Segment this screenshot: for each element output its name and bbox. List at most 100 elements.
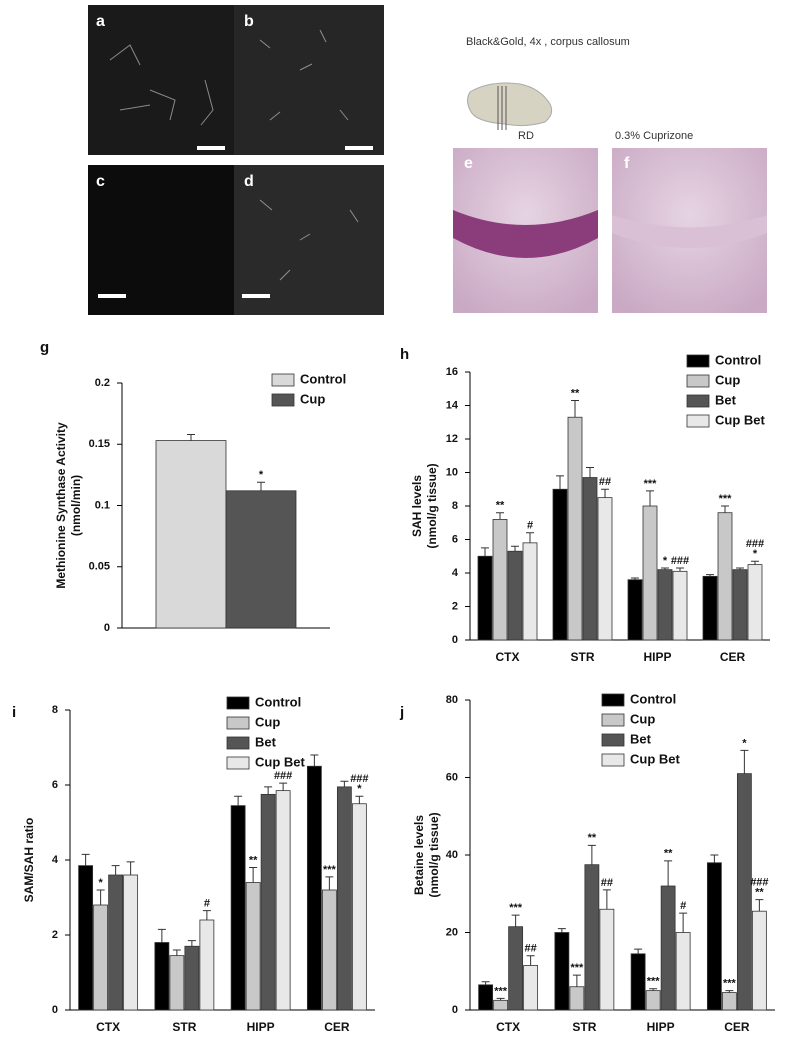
significance-mark: * bbox=[663, 555, 668, 567]
y-tick-label: 0.15 bbox=[89, 438, 110, 450]
error-bar bbox=[649, 988, 658, 991]
significance-mark: *** bbox=[723, 978, 737, 990]
y-tick-label: 8 bbox=[452, 500, 458, 512]
error-bar bbox=[571, 399, 579, 418]
bar bbox=[230, 805, 246, 1011]
bar bbox=[732, 569, 748, 641]
y-axis-label: (nmol/g tissue) bbox=[425, 463, 439, 548]
y-axis-label: (nmol/g tissue) bbox=[427, 812, 441, 897]
caption: Black&Gold, 4x , corpus callosum bbox=[466, 36, 630, 48]
x-tick-label: HIPP bbox=[247, 1020, 275, 1034]
legend-label: Cup Bet bbox=[255, 754, 306, 769]
y-tick-label: 2 bbox=[52, 929, 58, 941]
legend-swatch bbox=[686, 354, 710, 368]
x-tick-label: CTX bbox=[96, 1020, 120, 1034]
y-tick-label: 10 bbox=[446, 466, 458, 478]
significance-mark: ### bbox=[274, 770, 292, 782]
error-bar bbox=[81, 853, 90, 866]
bar bbox=[507, 550, 523, 641]
x-tick-label: CTX bbox=[496, 1020, 520, 1034]
micrograph bbox=[88, 165, 234, 315]
significance-mark: ### bbox=[750, 876, 768, 888]
significance-mark: *** bbox=[509, 902, 523, 914]
scale-bar bbox=[242, 294, 270, 298]
bar bbox=[599, 908, 615, 1011]
legend-swatch bbox=[601, 753, 625, 767]
legend-label: Cup Bet bbox=[715, 412, 766, 427]
significance-mark: *** bbox=[570, 962, 584, 974]
x-tick-label: CER bbox=[720, 650, 746, 664]
legend-label: Cup bbox=[715, 372, 740, 387]
bar bbox=[508, 926, 524, 1011]
image-label: b bbox=[244, 13, 254, 30]
legend-label: Control bbox=[630, 691, 676, 706]
bar bbox=[169, 955, 185, 1011]
bar bbox=[78, 865, 94, 1011]
legend-label: Control bbox=[300, 371, 346, 386]
y-tick-label: 14 bbox=[446, 399, 459, 411]
significance-mark: ** bbox=[664, 848, 673, 860]
bar bbox=[736, 773, 752, 1011]
bar bbox=[477, 555, 493, 641]
error-bar bbox=[355, 795, 364, 804]
legend-swatch bbox=[226, 696, 250, 710]
y-tick-label: 60 bbox=[446, 771, 458, 783]
legend-label: Control bbox=[715, 352, 761, 367]
y-tick-label: 16 bbox=[446, 366, 458, 378]
legend-label: Cup bbox=[300, 391, 325, 406]
error-bar bbox=[157, 928, 166, 943]
significance-mark: ** bbox=[755, 886, 764, 898]
y-tick-label: 0 bbox=[452, 634, 458, 646]
micrograph bbox=[234, 165, 384, 315]
image-label: c bbox=[96, 173, 105, 190]
significance-mark: # bbox=[527, 520, 533, 532]
bar bbox=[493, 999, 509, 1011]
error-bar bbox=[664, 860, 673, 886]
bar bbox=[321, 889, 337, 1011]
bar bbox=[184, 945, 200, 1011]
error-bar bbox=[631, 577, 639, 580]
bar bbox=[478, 984, 494, 1011]
error-bar bbox=[496, 512, 504, 520]
panel-label: g bbox=[40, 339, 49, 356]
bar bbox=[260, 793, 276, 1011]
error-bar bbox=[661, 567, 669, 570]
significance-mark: *** bbox=[323, 864, 337, 876]
y-tick-label: 80 bbox=[446, 694, 458, 706]
error-bar bbox=[325, 876, 334, 890]
legend-swatch bbox=[226, 716, 250, 730]
bar bbox=[597, 497, 613, 641]
error-bar bbox=[511, 545, 519, 552]
y-tick-label: 4 bbox=[52, 854, 59, 866]
legend-swatch bbox=[271, 393, 295, 407]
bar bbox=[275, 790, 291, 1011]
error-bar bbox=[481, 981, 490, 985]
bar bbox=[751, 910, 767, 1011]
legend-label: Cup Bet bbox=[630, 751, 681, 766]
x-tick-label: STR bbox=[172, 1020, 196, 1034]
significance-mark: * bbox=[753, 548, 758, 560]
bar bbox=[123, 874, 139, 1011]
legend-label: Cup bbox=[630, 711, 655, 726]
error-bar bbox=[572, 974, 581, 987]
corpus-callosum bbox=[612, 215, 767, 248]
error-bar bbox=[526, 955, 535, 966]
significance-mark: ## bbox=[525, 943, 537, 955]
significance-mark: ** bbox=[249, 854, 258, 866]
error-bar bbox=[257, 481, 265, 491]
x-tick-label: HIPP bbox=[647, 1020, 675, 1034]
y-tick-label: 0 bbox=[452, 1004, 458, 1016]
y-axis-label: (nmol/min) bbox=[69, 475, 83, 536]
scale-bar bbox=[98, 294, 126, 298]
error-bar bbox=[234, 795, 243, 806]
bar bbox=[672, 570, 688, 641]
y-tick-label: 0.05 bbox=[89, 561, 110, 573]
bar bbox=[306, 765, 322, 1011]
legend-swatch bbox=[601, 693, 625, 707]
error-bar bbox=[526, 532, 534, 543]
bar bbox=[155, 440, 227, 629]
legend-label: Bet bbox=[630, 731, 652, 746]
error-bar bbox=[511, 914, 520, 927]
bar bbox=[657, 569, 673, 641]
significance-mark: *** bbox=[494, 985, 508, 997]
